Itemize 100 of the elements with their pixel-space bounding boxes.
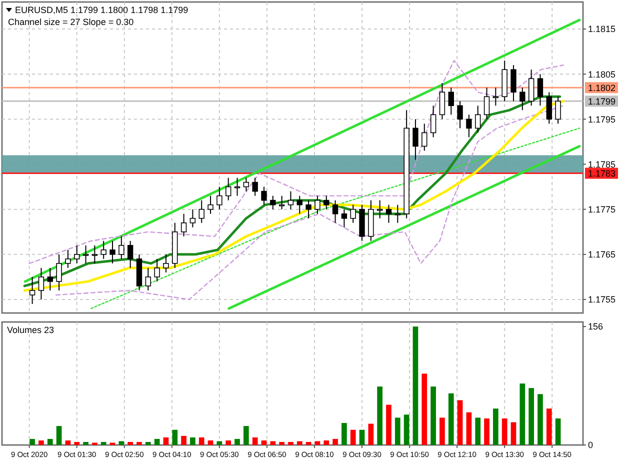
bar xyxy=(198,437,204,445)
bar xyxy=(342,422,347,445)
line-series xyxy=(28,60,564,264)
bar xyxy=(270,441,276,445)
bar xyxy=(555,418,561,445)
candlestick xyxy=(74,244,80,264)
y-tick-label: 1.1765 xyxy=(588,250,616,260)
bar xyxy=(368,424,374,445)
chart-title: Volumes 23 xyxy=(7,325,54,335)
y-tick-label: 1.1785 xyxy=(588,159,616,170)
bar xyxy=(83,442,88,445)
y-tick-label: 1.1815 xyxy=(588,24,616,34)
candlestick xyxy=(546,92,552,124)
bar xyxy=(484,418,490,445)
bar xyxy=(181,436,186,445)
bar xyxy=(404,414,410,445)
bar xyxy=(466,412,472,445)
bar xyxy=(226,440,232,445)
candlestick xyxy=(439,82,446,120)
bar xyxy=(296,441,302,445)
candlestick xyxy=(118,236,124,260)
bar xyxy=(359,430,365,445)
candlestick xyxy=(100,240,106,260)
bar xyxy=(243,426,249,445)
y-tick-label: 1.1755 xyxy=(588,294,616,305)
candlestick xyxy=(145,267,151,291)
bar xyxy=(324,440,330,445)
candlestick xyxy=(56,254,62,291)
candlestick xyxy=(47,267,53,291)
candlestick xyxy=(180,213,187,237)
candlestick xyxy=(252,177,258,196)
candlestick xyxy=(296,195,302,214)
bar xyxy=(306,442,312,445)
bar xyxy=(190,437,196,445)
bar xyxy=(208,440,214,445)
candlestick xyxy=(520,87,526,111)
bar xyxy=(38,440,44,445)
bar xyxy=(386,404,392,445)
candlestick xyxy=(306,200,312,219)
candlestick xyxy=(314,195,320,214)
bar xyxy=(528,388,534,445)
candlestick xyxy=(332,200,338,224)
bar xyxy=(216,441,222,445)
candlestick xyxy=(198,200,204,224)
bar xyxy=(288,442,294,445)
candlestick xyxy=(82,244,89,264)
bar xyxy=(65,440,71,445)
candlestick xyxy=(457,100,463,129)
bar xyxy=(30,438,35,445)
candlestick xyxy=(110,240,116,264)
candlestick xyxy=(341,208,348,228)
bar xyxy=(546,408,552,445)
chart-title: EURUSD,M5 1.1799 1.1800 1.1798 1.1799 xyxy=(15,5,188,15)
bar xyxy=(279,442,284,445)
candlestick xyxy=(484,87,490,120)
candlestick xyxy=(466,114,472,138)
candlestick xyxy=(190,208,196,228)
candlestick xyxy=(288,190,294,210)
candlestick xyxy=(528,69,534,106)
bar xyxy=(493,408,498,445)
ref-line-label: 1.1783 xyxy=(588,168,616,178)
bar xyxy=(457,400,463,445)
bar xyxy=(314,441,320,445)
candlestick xyxy=(430,105,436,138)
candlestick xyxy=(261,186,267,206)
bar xyxy=(118,441,124,445)
candlestick xyxy=(324,195,330,210)
bar xyxy=(163,437,169,445)
candlestick xyxy=(38,267,44,300)
candlestick xyxy=(386,204,392,224)
ref-line-label: 1.1802 xyxy=(588,82,616,93)
bar xyxy=(332,438,338,445)
candlestick xyxy=(154,258,160,282)
bar xyxy=(538,394,543,445)
bar xyxy=(74,442,80,445)
candlestick xyxy=(65,249,71,268)
ref-line-label: 1.1799 xyxy=(588,96,616,106)
candlestick xyxy=(475,105,481,134)
bar xyxy=(154,438,160,445)
bar xyxy=(377,386,382,445)
bar xyxy=(440,418,445,445)
bar xyxy=(350,430,356,445)
y-tick-label: 1.1775 xyxy=(588,204,616,214)
candlestick xyxy=(243,177,250,192)
candlestick xyxy=(412,118,418,160)
y-tick-label: 0 xyxy=(588,440,594,450)
y-tick-label: 1.1805 xyxy=(588,69,616,80)
bar xyxy=(422,374,428,445)
candlestick xyxy=(127,240,134,268)
bar xyxy=(412,326,418,445)
bar xyxy=(172,430,178,445)
bar xyxy=(128,442,133,445)
candlestick xyxy=(555,96,561,124)
bar xyxy=(510,422,516,445)
bar xyxy=(234,438,240,445)
bar xyxy=(47,438,53,445)
candlestick xyxy=(163,254,169,273)
candlestick xyxy=(29,276,36,304)
candlestick xyxy=(208,195,214,214)
bar xyxy=(56,426,62,445)
